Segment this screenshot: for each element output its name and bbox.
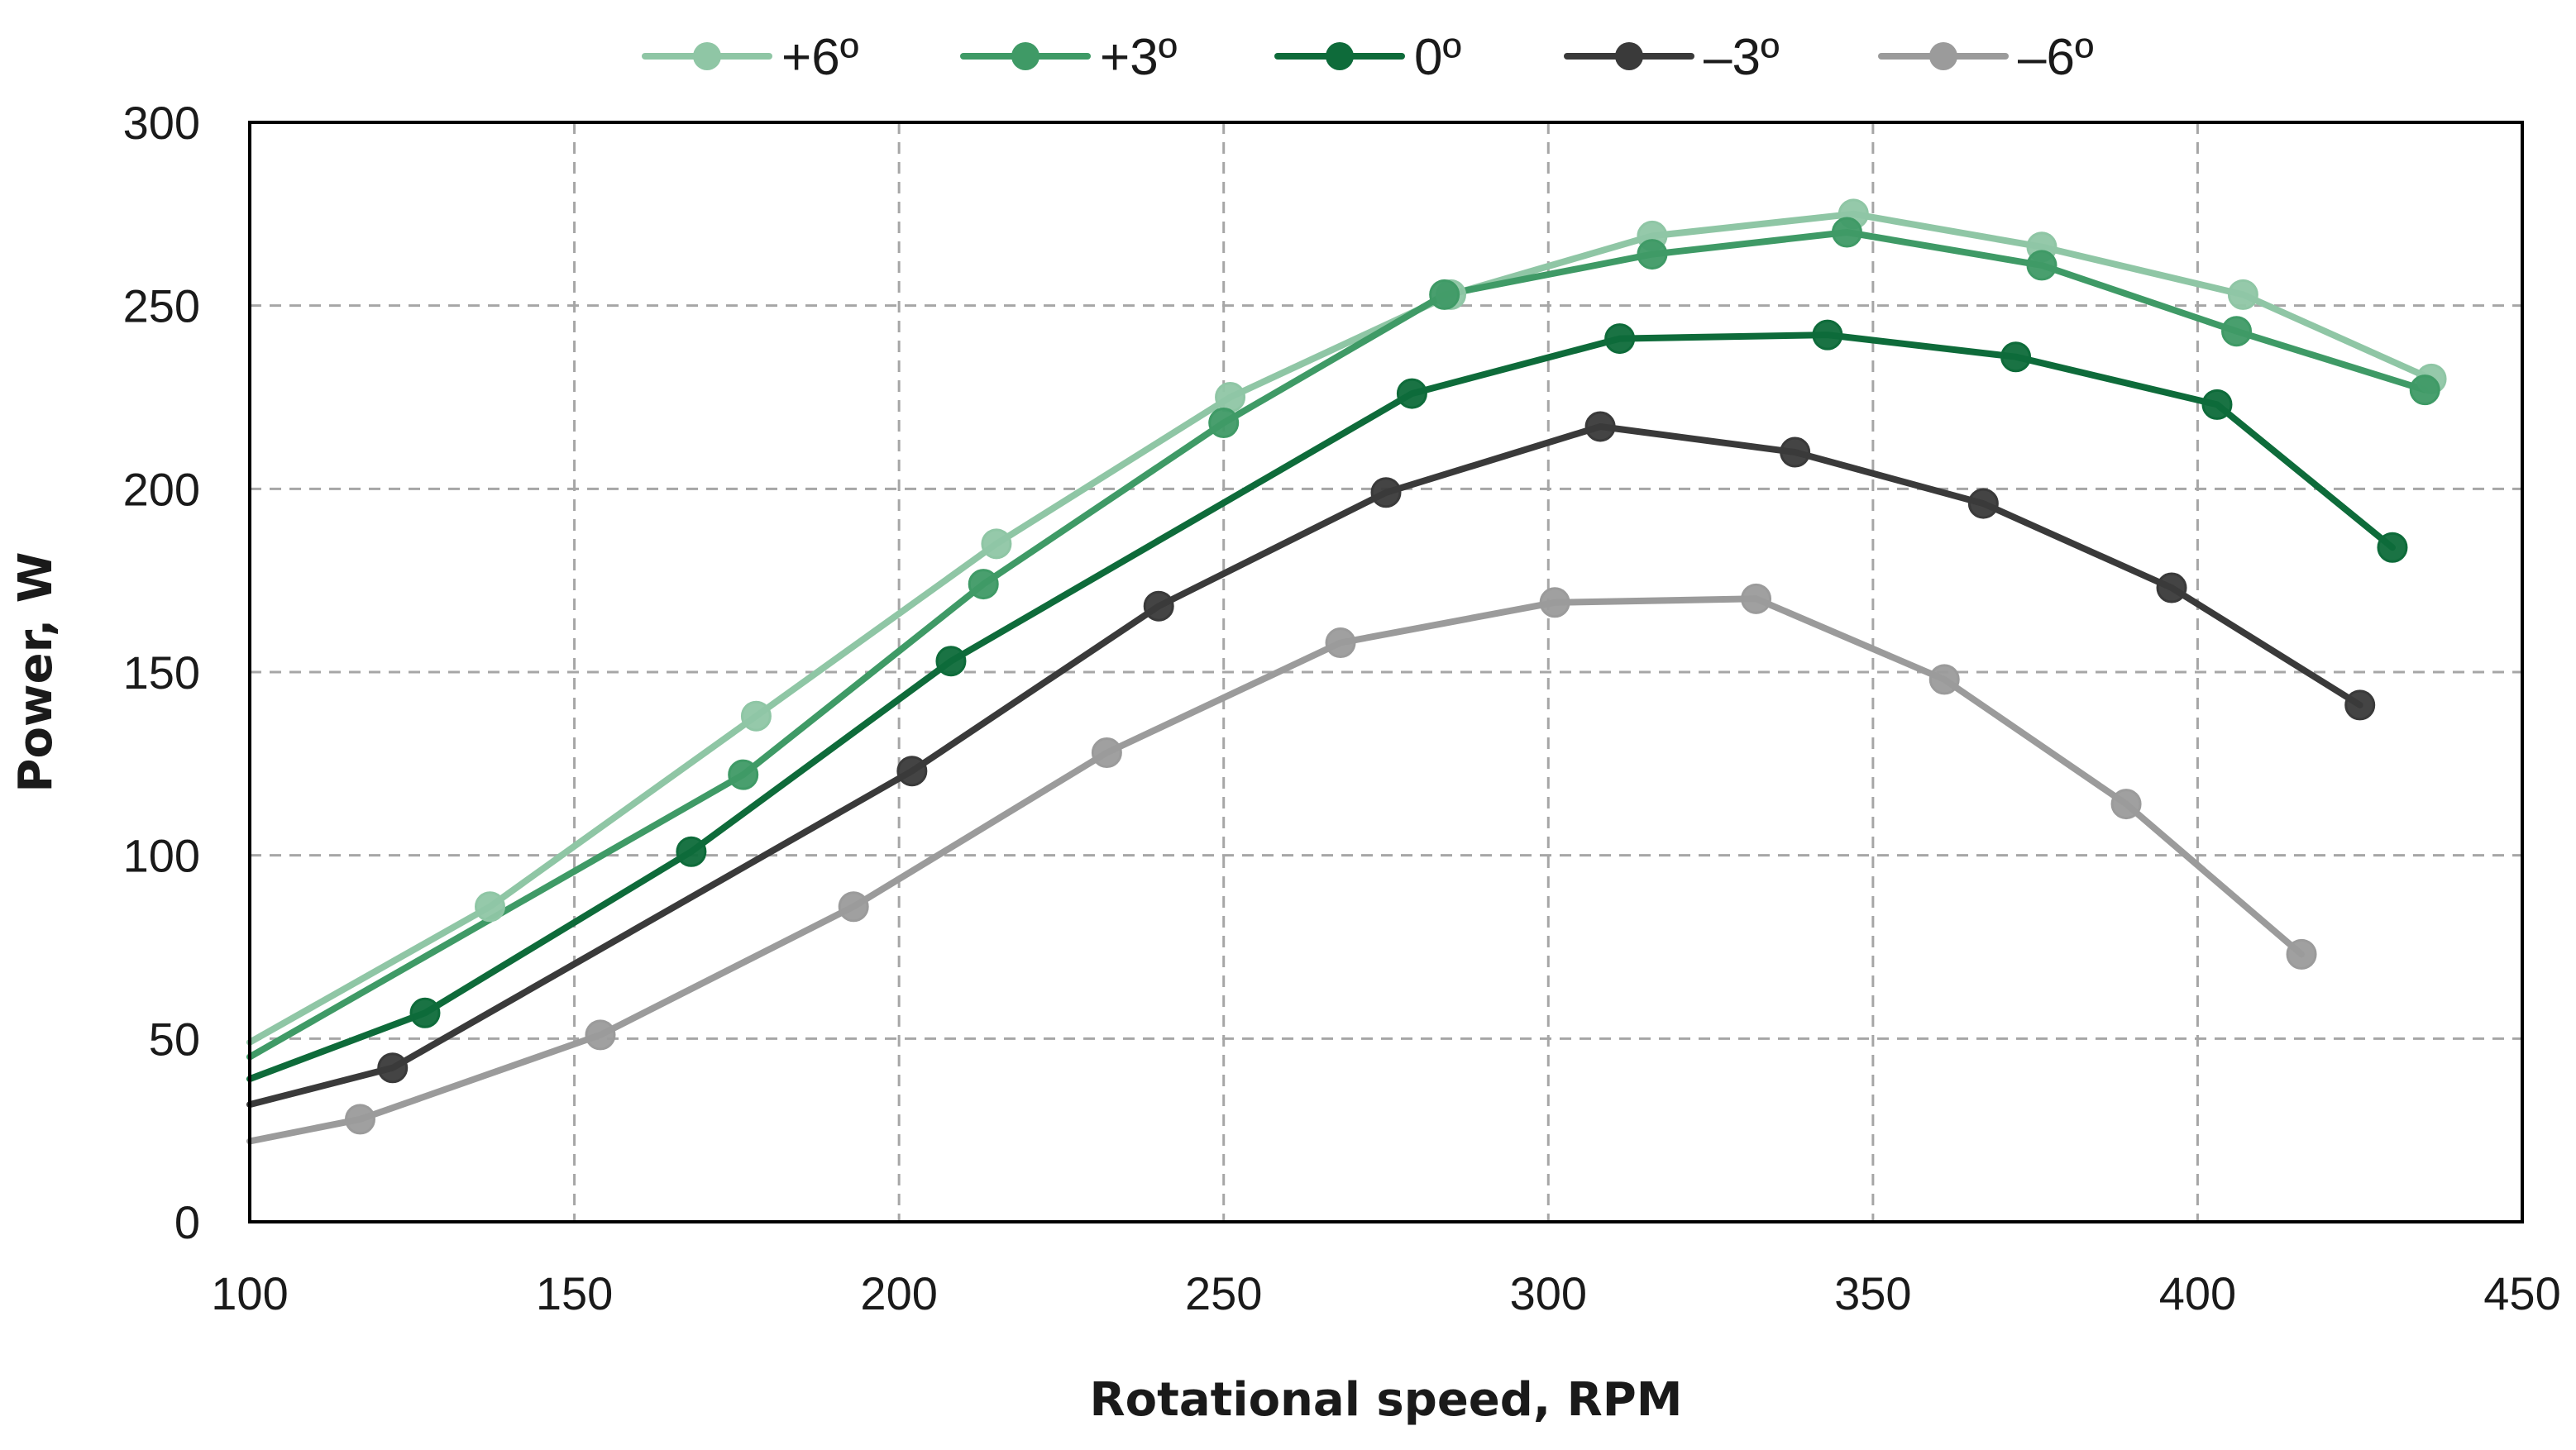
data-point xyxy=(2377,532,2408,563)
y-tick-label: 250 xyxy=(123,280,200,332)
data-point xyxy=(896,756,928,787)
x-tick-label: 350 xyxy=(1834,1267,1911,1319)
data-point xyxy=(1539,587,1570,618)
data-point xyxy=(1325,627,1356,659)
data-point xyxy=(1780,436,1811,468)
data-point xyxy=(2286,938,2317,970)
data-point xyxy=(968,569,999,600)
data-point xyxy=(1831,217,1862,248)
data-point xyxy=(1741,583,1772,614)
data-point xyxy=(1584,411,1616,442)
series-line-3 xyxy=(246,423,2363,1109)
data-point xyxy=(1604,323,1636,355)
data-point xyxy=(2110,789,2142,820)
data-point xyxy=(2344,689,2376,721)
legend-label: –6º xyxy=(2018,29,2094,86)
series-markers xyxy=(344,198,2447,1135)
legend-marker xyxy=(1615,42,1643,70)
data-point xyxy=(1429,279,1460,310)
y-tick-label: 100 xyxy=(123,830,200,882)
data-point xyxy=(377,1052,409,1084)
legend-label: 0º xyxy=(1414,29,1461,86)
data-point xyxy=(585,1019,616,1051)
legend-label: +6º xyxy=(781,29,858,86)
data-point xyxy=(2409,374,2440,406)
data-point xyxy=(2201,389,2233,420)
data-point xyxy=(1091,737,1122,769)
data-point xyxy=(344,1104,375,1135)
data-point xyxy=(1928,664,1960,695)
x-tick-label: 300 xyxy=(1510,1267,1587,1319)
data-point xyxy=(676,836,707,867)
data-point xyxy=(2026,250,2057,281)
data-point xyxy=(981,528,1012,560)
data-point xyxy=(409,997,441,1028)
legend-marker xyxy=(693,42,721,70)
legend-marker xyxy=(1011,42,1039,70)
data-point xyxy=(475,891,506,923)
x-tick-label: 400 xyxy=(2159,1267,2236,1319)
y-tick-label: 300 xyxy=(123,97,200,149)
x-tick-label: 200 xyxy=(860,1267,937,1319)
x-tick-label: 150 xyxy=(536,1267,613,1319)
y-tick-label: 50 xyxy=(149,1013,200,1065)
legend-marker xyxy=(1326,42,1354,70)
plot-area-frame xyxy=(248,121,2524,1223)
series-line-1 xyxy=(246,229,2429,1061)
data-point xyxy=(1215,382,1246,413)
data-point xyxy=(2000,341,2032,373)
legend-label: +3º xyxy=(1100,29,1177,86)
y-tick-label: 0 xyxy=(174,1196,200,1248)
y-tick-label: 200 xyxy=(123,463,200,515)
data-point xyxy=(1812,319,1843,351)
data-point xyxy=(935,646,967,677)
x-tick-label: 100 xyxy=(211,1267,288,1319)
x-axis-title: Rotational speed, RPM xyxy=(1089,1373,1682,1427)
tick-labels: 100 150 200 250 300 350 400 450 0 50 100 150 200 250 3… xyxy=(123,97,2561,1319)
data-point xyxy=(740,700,772,732)
x-tick-label: 450 xyxy=(2483,1267,2560,1319)
data-point xyxy=(2221,316,2253,347)
y-axis-title: Power, W xyxy=(9,551,63,792)
legend-label: –3º xyxy=(1704,29,1780,86)
data-point xyxy=(2156,572,2187,603)
data-point xyxy=(1370,477,1402,508)
data-point xyxy=(1396,378,1427,409)
data-point xyxy=(838,891,869,923)
data-point xyxy=(1967,488,1999,519)
data-point xyxy=(1143,590,1174,622)
x-tick-label: 250 xyxy=(1185,1267,1262,1319)
gridlines xyxy=(250,122,2522,1222)
data-point xyxy=(1637,239,1668,270)
data-point xyxy=(728,759,759,790)
series-line-2 xyxy=(246,331,2396,1083)
legend: +6º +3º 0º –3º –6º xyxy=(642,29,2094,86)
y-tick-label: 150 xyxy=(123,646,200,699)
legend-marker xyxy=(1929,42,1957,70)
data-point xyxy=(2227,279,2258,310)
data-point xyxy=(1208,408,1240,439)
